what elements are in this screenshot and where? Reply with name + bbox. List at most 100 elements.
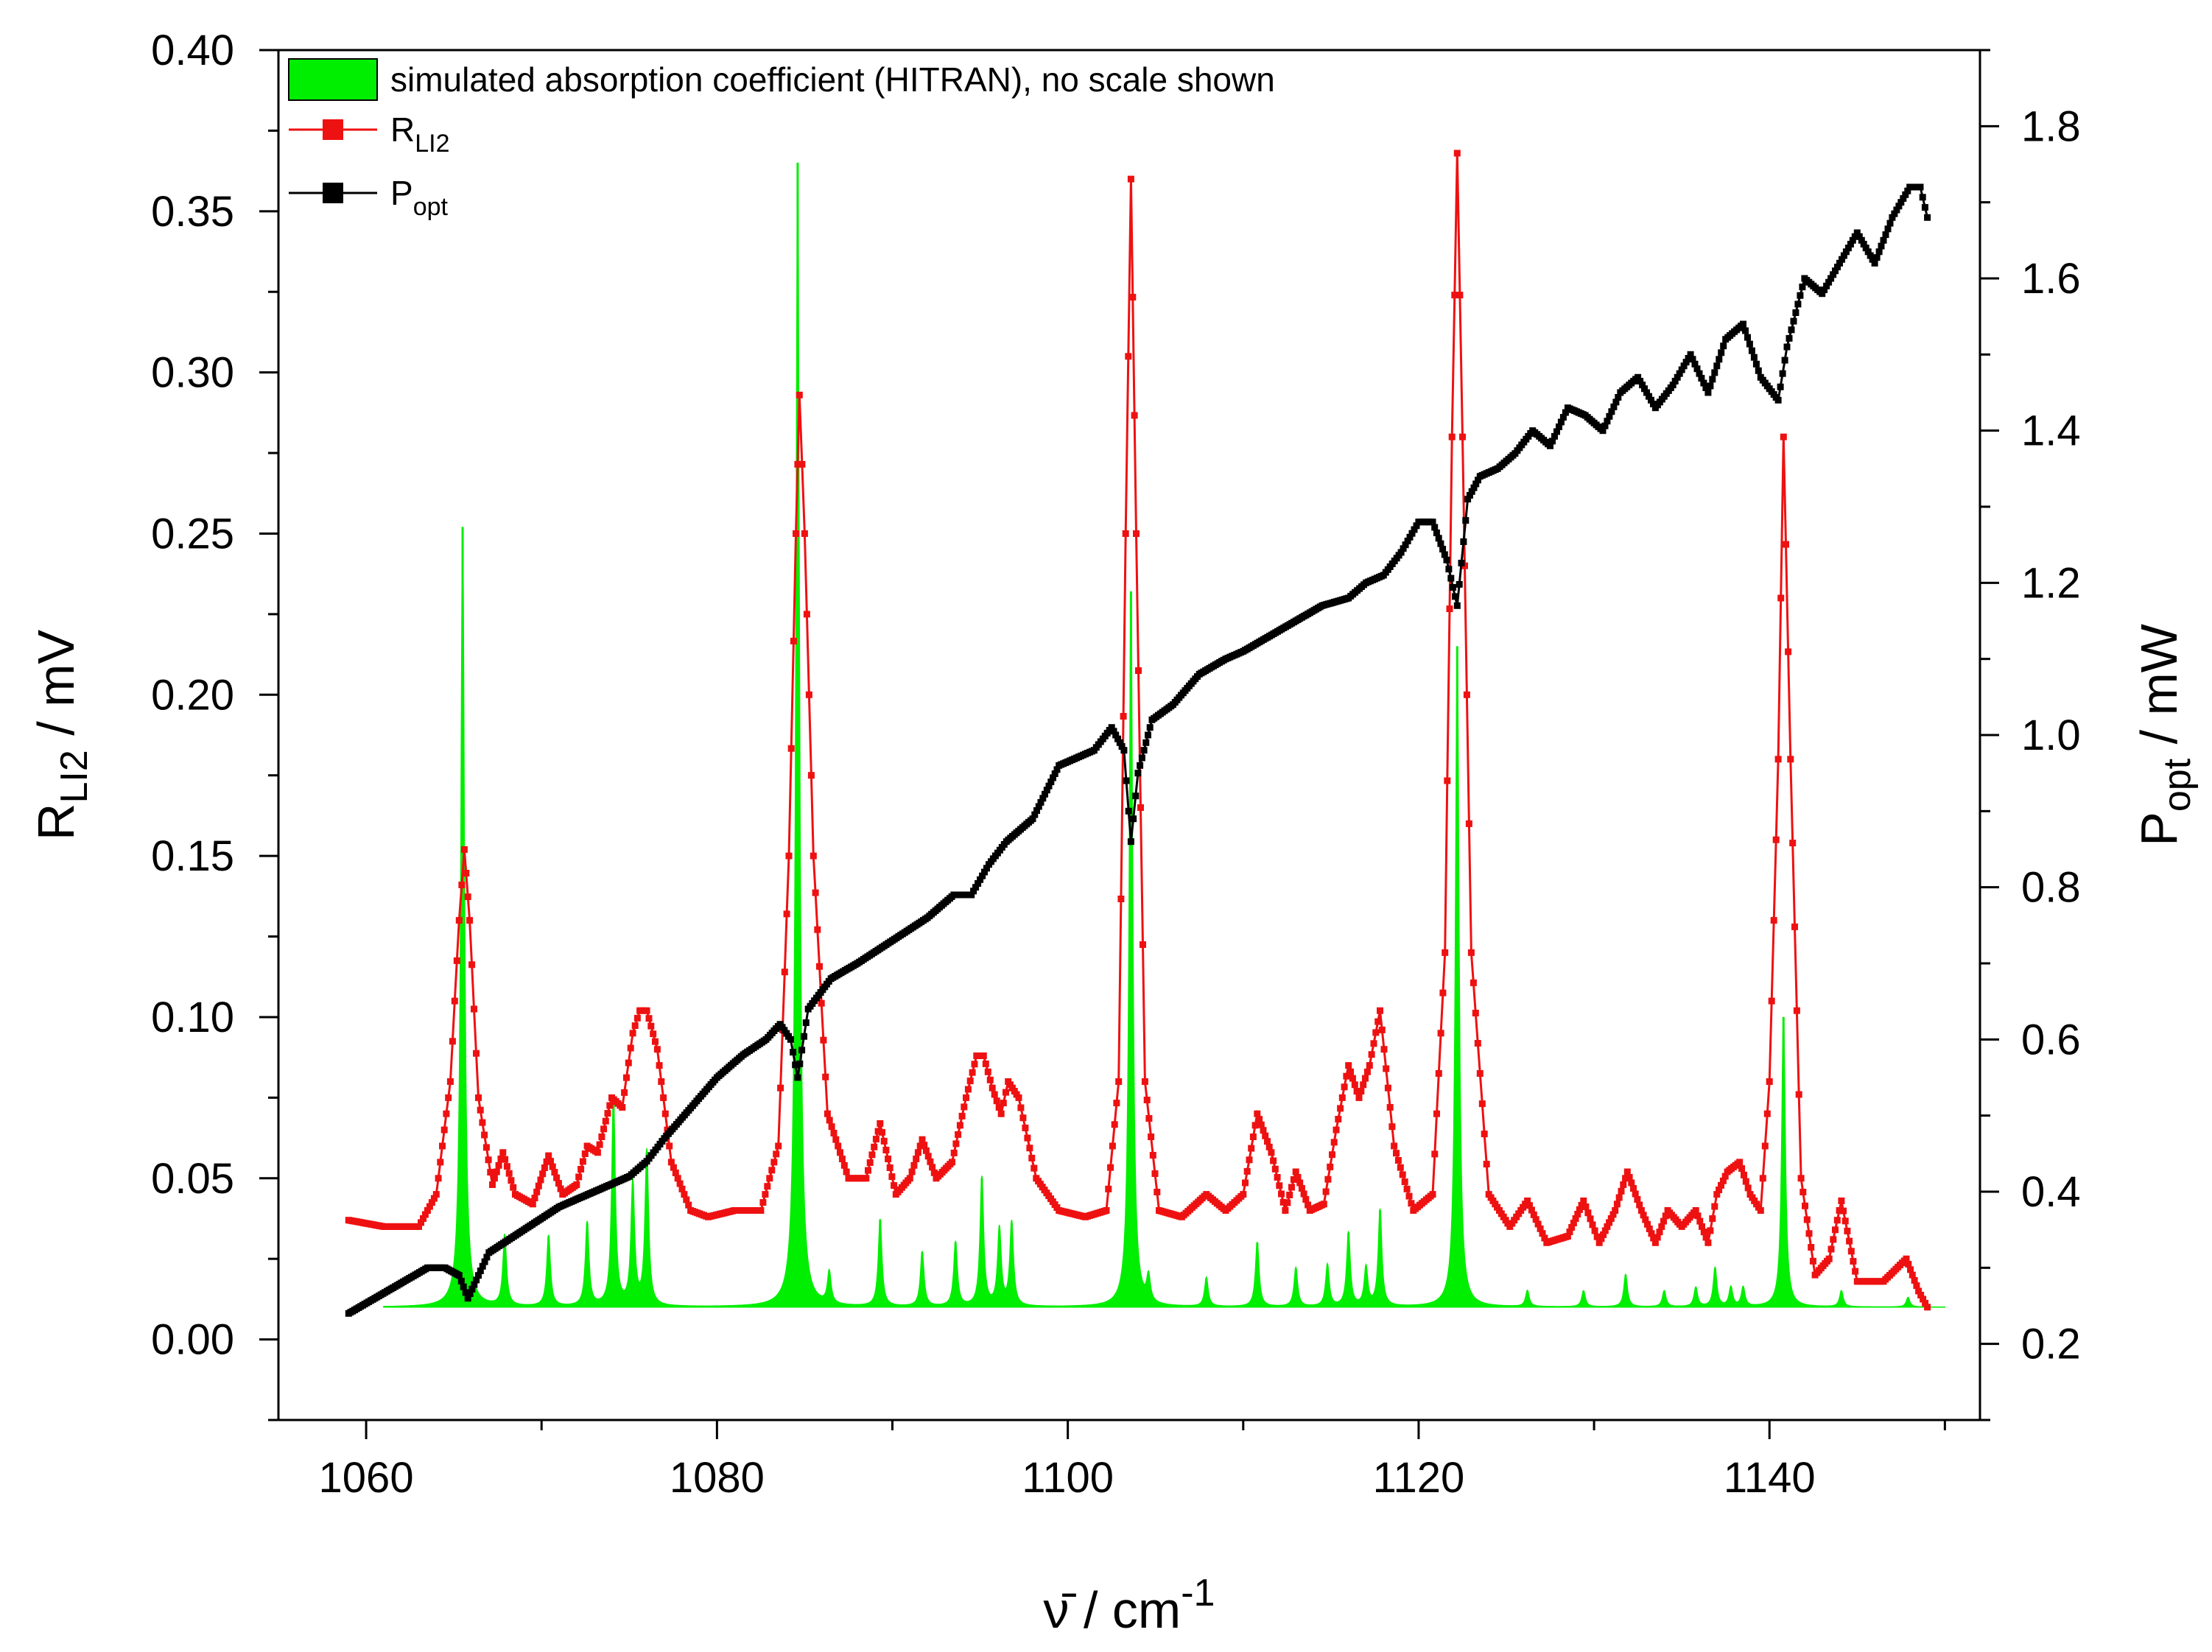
series-p-opt-marker (1871, 259, 1878, 267)
series-p-opt-marker (1825, 278, 1833, 286)
series-p-opt-marker (1556, 423, 1562, 430)
series-r-li2-marker (1808, 1244, 1815, 1251)
series-r-li2-marker (1795, 1091, 1802, 1098)
series-p-opt-marker (1610, 403, 1618, 410)
series-r-li2-marker (783, 910, 790, 918)
series-r-li2-marker (1636, 1201, 1643, 1209)
series-p-opt-marker (1889, 214, 1896, 221)
series-p-opt-marker (1039, 795, 1047, 802)
series-r-li2-marker (625, 1059, 632, 1066)
series-r-li2-marker (629, 1030, 636, 1037)
series-r-li2-marker (1386, 1104, 1394, 1111)
series-r-li2-marker (1572, 1215, 1579, 1222)
y-left-tick-label: 0.35 (151, 188, 234, 236)
series-p-opt-marker (460, 1283, 467, 1290)
series-p-opt-marker (787, 1036, 794, 1043)
series-r-li2-marker (653, 1046, 661, 1053)
x-tick-label: 1060 (319, 1454, 414, 1502)
series-p-opt-marker (471, 1281, 478, 1288)
series-p-opt-marker (468, 1285, 476, 1293)
series-r-li2-marker (1268, 1149, 1275, 1156)
series-r-li2-marker (1282, 1207, 1289, 1214)
series-r-li2-marker (1632, 1190, 1639, 1198)
series-r-li2-marker (1630, 1185, 1637, 1192)
series-r-li2-marker (497, 1156, 505, 1162)
series-r-li2-marker (1429, 1191, 1436, 1198)
series-r-li2-marker (958, 1112, 966, 1120)
series-r-li2-marker (1360, 1081, 1367, 1089)
y-right-axis-title: Popt / mW (2130, 624, 2199, 846)
series-p-opt-marker (466, 1290, 474, 1297)
series-r-li2-marker (1380, 1046, 1388, 1053)
series-r-li2-marker (418, 1219, 424, 1226)
series-r-li2-marker (547, 1158, 554, 1165)
series-r-li2-marker (1300, 1190, 1307, 1198)
series-p-opt-marker (1604, 418, 1611, 425)
series-r-li2-marker (463, 870, 470, 876)
series-p-opt-marker (1821, 287, 1828, 293)
series-p-opt-marker (1445, 566, 1453, 573)
series-r-li2-marker (678, 1185, 686, 1192)
series-r-li2-marker (1322, 1188, 1330, 1195)
series-r-li2-marker (1791, 923, 1798, 930)
series-r-li2-marker (1591, 1227, 1598, 1234)
legend-marker-r-li2 (323, 119, 343, 140)
legend-swatch-simulated (288, 58, 378, 101)
series-r-li2-marker (1131, 412, 1138, 419)
series-p-opt-marker (1443, 556, 1450, 563)
series-r-li2-marker (1534, 1220, 1542, 1228)
series-p-opt-marker (1788, 326, 1795, 334)
series-p-opt-marker (977, 876, 984, 883)
series-p-opt-marker (1042, 790, 1048, 798)
series-p-opt-marker (798, 1047, 806, 1054)
series-r-li2-marker (1911, 1276, 1918, 1284)
series-r-li2-marker (1115, 1078, 1123, 1085)
series-r-li2-marker (1761, 1142, 1769, 1150)
series-r-li2-marker (645, 1015, 653, 1022)
series-r-li2-marker (1628, 1179, 1635, 1187)
series-r-li2-marker (843, 1168, 850, 1175)
series-r-li2-marker (555, 1180, 562, 1187)
series-p-opt-marker (1849, 236, 1856, 244)
series-r-li2-marker (460, 846, 468, 853)
series-p-opt-marker (1669, 382, 1676, 389)
x-tick-label: 1080 (670, 1454, 765, 1502)
series-p-opt-marker (1549, 437, 1556, 445)
series-r-li2-marker (888, 1173, 896, 1181)
y-left-axis-title: RLI2 / mV (27, 630, 96, 841)
series-p-opt-marker (1860, 241, 1867, 247)
series-r-li2-marker (551, 1169, 558, 1176)
series-r-li2-marker (661, 1110, 669, 1117)
series-r-li2-marker (1408, 1200, 1415, 1207)
series-r-li2-marker (1472, 1010, 1479, 1016)
legend-label-p-opt: Popt (390, 174, 449, 221)
series-r-li2-marker (997, 1110, 1005, 1117)
series-r-li2-marker (1117, 896, 1125, 902)
series-p-opt-marker (1130, 815, 1137, 823)
series-r-li2-marker (1481, 1131, 1488, 1138)
series-r-li2-marker (1917, 1291, 1925, 1298)
series-p-opt-marker (1917, 183, 1924, 191)
series-p-opt-marker (1842, 248, 1850, 256)
legend-label-p-sub: opt (413, 193, 449, 221)
legend-label-r-main: R (390, 110, 415, 149)
series-p-opt-marker (1439, 546, 1447, 553)
series-r-li2-marker (824, 1110, 831, 1117)
y-right-tick-label: 1.0 (2021, 711, 2081, 759)
series-r-li2-marker (832, 1136, 840, 1143)
series-r-li2-marker (1257, 1121, 1265, 1128)
series-r-li2-marker (596, 1141, 603, 1148)
series-r-li2-marker (781, 969, 788, 976)
series-r-li2-marker (1651, 1239, 1659, 1246)
series-r-li2-marker (676, 1180, 684, 1187)
series-r-li2-marker (1264, 1138, 1271, 1145)
series-r-li2-marker (1405, 1192, 1413, 1200)
series-p-opt-marker (1456, 580, 1463, 588)
series-r-li2-marker (1595, 1239, 1603, 1246)
series-r-li2-marker (1744, 1184, 1752, 1192)
series-r-li2-marker (672, 1170, 679, 1176)
series-r-li2-marker (1442, 949, 1449, 956)
series-r-li2-marker (969, 1069, 976, 1076)
series-r-li2-marker (426, 1203, 433, 1210)
